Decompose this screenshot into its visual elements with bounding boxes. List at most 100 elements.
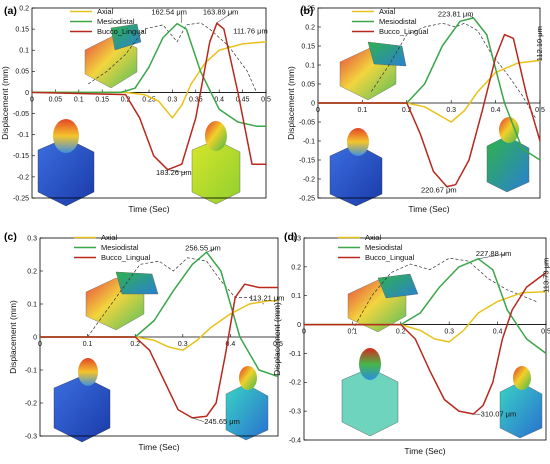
panel-c-series-bucco-lingual: [40, 283, 278, 419]
panel-a-legend-entry: Mesiodistal: [97, 17, 135, 26]
panel-d-annotation: 227.88 μm: [476, 249, 512, 258]
panel-b-ylabel: Displacement (mm): [286, 66, 296, 140]
panel-a-xtick-label: 0.15: [95, 96, 109, 103]
panel-c-xlabel: Time (Sec): [138, 442, 179, 452]
panel-a-ytick-label: -0.25: [13, 195, 29, 202]
panel-a-xtick-label: 0.35: [189, 96, 203, 103]
panel-a-annotation-leader: [167, 169, 187, 174]
panel-a-legend-entry: Bucco_Lingual: [97, 27, 147, 36]
panel-d-ylabel: Displacement (mm): [272, 302, 282, 376]
panel-b-legend-entry: Axial: [379, 7, 396, 16]
panel-d-xtick-label: 0.4: [493, 329, 503, 336]
panel-d-series-mesiodistal: [304, 258, 547, 355]
panel-d-dashed-tracer: [352, 257, 537, 331]
panel-b-xtick-label: 0.3: [446, 107, 456, 114]
tooth-model-d1: [347, 273, 419, 333]
panel-a-xtick-label: 0.45: [236, 96, 250, 103]
panel-d-frame: [303, 237, 547, 441]
panel-d-ytick-label: 0: [297, 322, 301, 329]
panel-a-ytick-label: 0: [25, 90, 29, 97]
panel-c-dashed-tracer: [87, 257, 264, 338]
panel-a-ytick-label: -0.15: [13, 153, 29, 160]
panel-c-legend-entry: Axial: [101, 233, 118, 242]
panel-a-dashed-tracer: [88, 22, 257, 93]
panel-b-annotation: 112.10 μm: [535, 26, 544, 61]
panel-c-annotation: 256.55 μm: [185, 244, 221, 253]
panel-b-series-axial: [318, 59, 541, 123]
panel-b-annotation: 220.67 μm: [421, 185, 457, 194]
panel-c-xtick-label: 0: [38, 341, 42, 348]
panel-c-ytick-label: 0.1: [27, 301, 37, 308]
panel-c-ytick-label: 0: [33, 334, 37, 341]
panel-d: 0.3 0.2 0.1 0 -0.1 -0.2 -0.3 -0.4 0 0.1 0.2 0.3 0.4 0…: [272, 231, 550, 456]
panel-a-ytick-label: -0.05: [13, 111, 29, 118]
panel-a-ytick-label: 0.05: [15, 69, 29, 76]
tooth-model-c2: [53, 358, 111, 443]
panel-c-annotation-leader: [192, 417, 205, 423]
panel-b-ytick-label: 0: [311, 100, 315, 107]
panel-a-annotation: 162.54 μm: [151, 7, 187, 16]
panel-c-xtick-label: 0.3: [178, 341, 188, 348]
panel-c-xtick-label: 0.4: [226, 341, 236, 348]
panel-d-illustrations: [341, 273, 543, 439]
panel-a-annotation: 163.89 μm: [203, 7, 239, 16]
panel-c-annotation: 245.65 μm: [204, 417, 240, 426]
panel-a-series-bucco-lingual: [31, 22, 266, 171]
panel-b-legend-entry: Mesiodistal: [379, 17, 417, 26]
panel-b-ytick-label: 0.05: [301, 81, 315, 88]
panel-a-ytick-label: -0.2: [17, 174, 29, 181]
panel-d-series-axial: [304, 290, 547, 343]
panel-d-annotation-leader: [478, 253, 506, 260]
tooth-model-a2: [37, 119, 95, 207]
panel-d-annotation: 310.07 μm: [481, 409, 517, 418]
tooth-model-d3: [499, 366, 543, 439]
panel-c: 0.3 0.2 0.1 0 -0.1 -0.2 -0.3 0 0.1 0.2 0.3 0.4 0.5 Ti…: [4, 231, 284, 452]
panel-a-illustrations: [37, 23, 241, 207]
panel-d-xtick-label: 0.3: [444, 329, 454, 336]
panel-a-xtick-label: 0.1: [74, 96, 84, 103]
panel-a: 0.2 0.15 0.1 0.05 0 -0.05 -0.1 -0.15 -0.2 -0.25 0 0…: [0, 5, 271, 214]
panel-d-ytick-label: -0.1: [289, 351, 301, 358]
panel-b-xtick-label: 0.2: [402, 107, 412, 114]
panel-d-ytick-label: 0.1: [291, 293, 301, 300]
panel-a-ylabel: Displacement (mm): [0, 66, 10, 140]
panel-b-xtick-label: 0: [316, 107, 320, 114]
panel-d-ytick-label: 0.3: [291, 235, 301, 242]
panel-b-ytick-label: -0.15: [299, 157, 315, 164]
panel-a-ytick-label: 0.2: [19, 5, 29, 12]
tooth-model-b2: [329, 128, 383, 207]
panel-a-legend-entry: Axial: [97, 7, 114, 16]
panel-d-series-bucco-lingual: [304, 271, 547, 415]
panel-d-xtick-label: 0: [302, 329, 306, 336]
panel-b-annotation-leader: [467, 14, 474, 19]
panel-b-annotation: 223.81 μm: [438, 9, 474, 18]
panel-a-xtick-label: 0.3: [168, 96, 178, 103]
tooth-model-a3: [191, 121, 241, 205]
panel-a-series-axial: [32, 41, 267, 119]
panel-b-ytick-label: -0.2: [303, 176, 315, 183]
panel-d-ytick-label: -0.2: [289, 380, 301, 387]
panel-c-xtick-label: 0.5: [273, 341, 283, 348]
panel-b: 0.250.20.150.10.050-0.05-0.1-0.15-0.2-0.…: [286, 5, 545, 214]
panel-d-legend-entry: Axial: [365, 233, 382, 242]
panel-a-xtick-label: 0.4: [214, 96, 224, 103]
tooth-model-c1: [85, 271, 159, 331]
panel-c-ylabel: Displacement (mm): [8, 300, 18, 374]
panel-b-xtick-label: 0.1: [358, 107, 368, 114]
panel-d-xlabel: Time (Sec): [404, 446, 445, 456]
panel-b-illustrations: [329, 41, 530, 207]
panel-a-ytick-label: 0.15: [15, 27, 29, 34]
panel-a-xtick-label: 0.2: [121, 96, 131, 103]
panel-b-ytick-label: 0.1: [305, 62, 315, 69]
panel-a-annotation: 111.76 μm: [233, 26, 267, 35]
panel-b-legend-entry: Bucco_Lingual: [379, 27, 429, 36]
panel-a-xlabel: Time (Sec): [128, 204, 169, 214]
panel-c-ytick-label: -0.2: [25, 400, 37, 407]
panel-a-frame: [31, 7, 267, 199]
panel-b-annotation-leader: [446, 186, 452, 191]
panel-b-xtick-label: 0.4: [491, 107, 501, 114]
panel-c-legend-entry: Mesiodistal: [101, 243, 139, 252]
panel-c-xtick-label: 0.2: [130, 341, 140, 348]
panel-c-illustrations: [53, 271, 269, 443]
